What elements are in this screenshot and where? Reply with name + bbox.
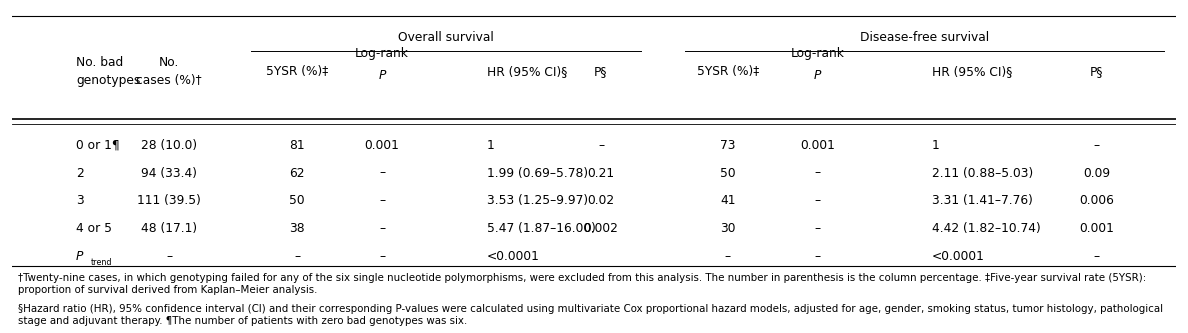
Text: P: P — [379, 69, 386, 82]
Text: –: – — [379, 222, 385, 235]
Text: 28 (10.0): 28 (10.0) — [141, 139, 197, 152]
Text: 5YSR (%)‡: 5YSR (%)‡ — [266, 65, 328, 78]
Text: 50: 50 — [290, 194, 305, 207]
Text: 0.09: 0.09 — [1083, 166, 1111, 179]
Text: 4.42 (1.82–10.74): 4.42 (1.82–10.74) — [931, 222, 1041, 235]
Text: –: – — [1094, 250, 1100, 263]
Text: –: – — [815, 166, 821, 179]
Text: 111 (39.5): 111 (39.5) — [137, 194, 201, 207]
Text: 5YSR (%)‡: 5YSR (%)‡ — [697, 65, 759, 78]
Text: 48 (17.1): 48 (17.1) — [141, 222, 197, 235]
Text: 3.31 (1.41–7.76): 3.31 (1.41–7.76) — [931, 194, 1032, 207]
Text: HR (95% CI)§: HR (95% CI)§ — [931, 65, 1012, 78]
Text: 41: 41 — [720, 194, 735, 207]
Text: Disease-free survival: Disease-free survival — [860, 31, 990, 44]
Text: No. bad
genotypes: No. bad genotypes — [76, 56, 140, 87]
Text: 1.99 (0.69–5.78): 1.99 (0.69–5.78) — [487, 166, 588, 179]
Text: P: P — [76, 250, 83, 263]
Text: 38: 38 — [290, 222, 305, 235]
Text: 2: 2 — [76, 166, 83, 179]
Text: †Twenty-nine cases, in which genotyping failed for any of the six single nucleot: †Twenty-nine cases, in which genotyping … — [18, 272, 1146, 295]
Text: –: – — [598, 139, 604, 152]
Text: 3: 3 — [76, 194, 83, 207]
Text: HR (95% CI)§: HR (95% CI)§ — [487, 65, 567, 78]
Text: –: – — [815, 194, 821, 207]
Text: 50: 50 — [720, 166, 735, 179]
Text: –: – — [379, 194, 385, 207]
Text: 0.002: 0.002 — [583, 222, 619, 235]
Text: §Hazard ratio (HR), 95% confidence interval (CI) and their corresponding P-value: §Hazard ratio (HR), 95% confidence inter… — [18, 304, 1163, 326]
Text: 1: 1 — [487, 139, 494, 152]
Text: 4 or 5: 4 or 5 — [76, 222, 112, 235]
Text: 0.001: 0.001 — [800, 139, 835, 152]
Text: –: – — [379, 250, 385, 263]
Text: 94 (33.4): 94 (33.4) — [141, 166, 197, 179]
Text: <0.0001: <0.0001 — [931, 250, 985, 263]
Text: 1: 1 — [931, 139, 940, 152]
Text: –: – — [1094, 139, 1100, 152]
Text: 5.47 (1.87–16.00): 5.47 (1.87–16.00) — [487, 222, 595, 235]
Text: 0.21: 0.21 — [587, 166, 614, 179]
Text: P: P — [814, 69, 821, 82]
Text: –: – — [815, 250, 821, 263]
Text: No.
cases (%)†: No. cases (%)† — [137, 56, 202, 87]
Text: –: – — [295, 250, 301, 263]
Text: 2.11 (0.88–5.03): 2.11 (0.88–5.03) — [931, 166, 1032, 179]
Text: P§: P§ — [594, 65, 608, 78]
Text: P§: P§ — [1091, 65, 1104, 78]
Text: 73: 73 — [720, 139, 735, 152]
Text: –: – — [166, 250, 172, 263]
Text: Log-rank: Log-rank — [355, 47, 409, 60]
Text: 0.001: 0.001 — [365, 139, 399, 152]
Text: –: – — [379, 166, 385, 179]
Text: –: – — [725, 250, 731, 263]
Text: –: – — [815, 222, 821, 235]
Text: 62: 62 — [290, 166, 305, 179]
Text: 0.001: 0.001 — [1080, 222, 1114, 235]
Text: 30: 30 — [720, 222, 735, 235]
Text: 0.02: 0.02 — [587, 194, 614, 207]
Text: trend: trend — [91, 258, 113, 267]
Text: 0 or 1¶: 0 or 1¶ — [76, 139, 120, 152]
Text: 81: 81 — [290, 139, 305, 152]
Text: 0.006: 0.006 — [1080, 194, 1114, 207]
Text: Overall survival: Overall survival — [398, 31, 493, 44]
Text: Log-rank: Log-rank — [790, 47, 845, 60]
Text: 3.53 (1.25–9.97): 3.53 (1.25–9.97) — [487, 194, 588, 207]
Text: <0.0001: <0.0001 — [487, 250, 539, 263]
